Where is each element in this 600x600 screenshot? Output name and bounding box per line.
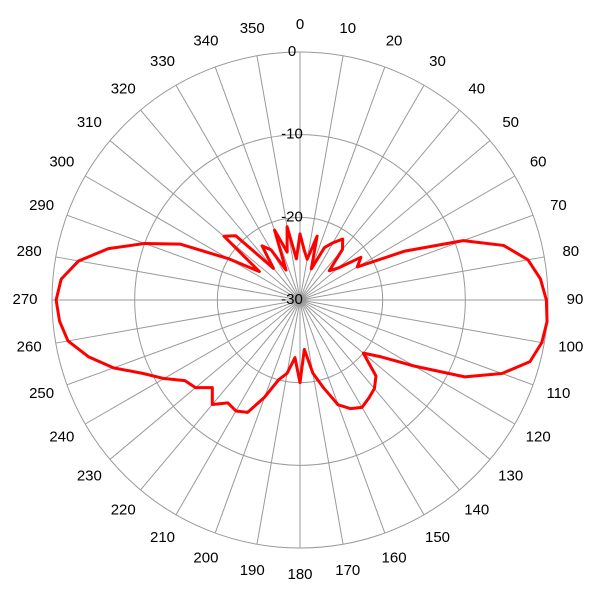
angle-label: 170 [335, 562, 360, 579]
angle-label: 230 [77, 468, 102, 485]
spoke [214, 299, 301, 534]
spoke [299, 299, 460, 491]
angle-label: 340 [193, 33, 218, 50]
spoke [299, 175, 516, 301]
angle-label: 330 [150, 53, 175, 70]
angle-label: 40 [468, 80, 485, 97]
angle-label: 220 [111, 502, 136, 519]
angle-label: 160 [382, 549, 407, 566]
radial-label: -10 [281, 126, 303, 143]
spoke [66, 214, 301, 301]
spoke [55, 256, 301, 301]
spoke [299, 299, 386, 534]
angle-label: 20 [386, 33, 403, 50]
spoke [140, 299, 301, 491]
pattern-line [54, 225, 549, 414]
radial-label: 0 [288, 43, 296, 60]
angle-label: 350 [240, 20, 265, 37]
spoke [66, 299, 301, 386]
angle-label: 320 [111, 80, 136, 97]
angle-label: 30 [429, 53, 446, 70]
angle-label: 140 [464, 502, 489, 519]
ring [134, 134, 466, 466]
radial-label: -20 [281, 208, 303, 225]
spoke [109, 140, 301, 301]
spoke [109, 299, 301, 460]
spoke [299, 299, 516, 425]
spoke [299, 84, 425, 301]
angle-label: 100 [558, 339, 583, 356]
spoke [84, 175, 301, 301]
angle-label: 290 [29, 197, 54, 214]
angle-label: 310 [77, 114, 102, 131]
angle-label: 150 [425, 529, 450, 546]
angle-label: 260 [17, 339, 42, 356]
spoke [299, 109, 460, 301]
spoke [175, 299, 301, 516]
angle-label: 60 [530, 153, 547, 170]
angle-label: 120 [526, 428, 551, 445]
angle-label: 240 [49, 428, 74, 445]
spoke [299, 299, 534, 386]
angle-label: 200 [193, 549, 218, 566]
spoke [299, 214, 534, 301]
angle-label: 90 [567, 291, 584, 308]
angle-label: 210 [150, 529, 175, 546]
angle-label: 0 [296, 16, 304, 33]
spoke [256, 299, 301, 545]
angle-label: 180 [287, 566, 312, 583]
spoke [55, 299, 301, 344]
spoke [256, 55, 301, 301]
spoke [299, 299, 344, 545]
spoke [299, 256, 545, 301]
angle-label: 110 [546, 385, 570, 402]
angle-label: 190 [240, 562, 265, 579]
angle-label: 250 [29, 385, 54, 402]
spoke [84, 299, 301, 425]
angle-label: 10 [339, 20, 356, 37]
angle-label: 280 [17, 243, 42, 260]
angle-label: 270 [12, 291, 37, 308]
angle-label: 300 [49, 153, 74, 170]
spoke [214, 66, 301, 301]
angle-label: 130 [498, 468, 523, 485]
angle-label: 50 [502, 114, 519, 131]
radial-label: -30 [281, 291, 303, 308]
spoke [175, 84, 301, 301]
spoke [299, 299, 491, 460]
spoke [299, 299, 545, 344]
angle-label: 80 [562, 243, 579, 260]
ring [51, 51, 549, 549]
angle-label: 70 [550, 197, 567, 214]
spoke [299, 140, 491, 301]
